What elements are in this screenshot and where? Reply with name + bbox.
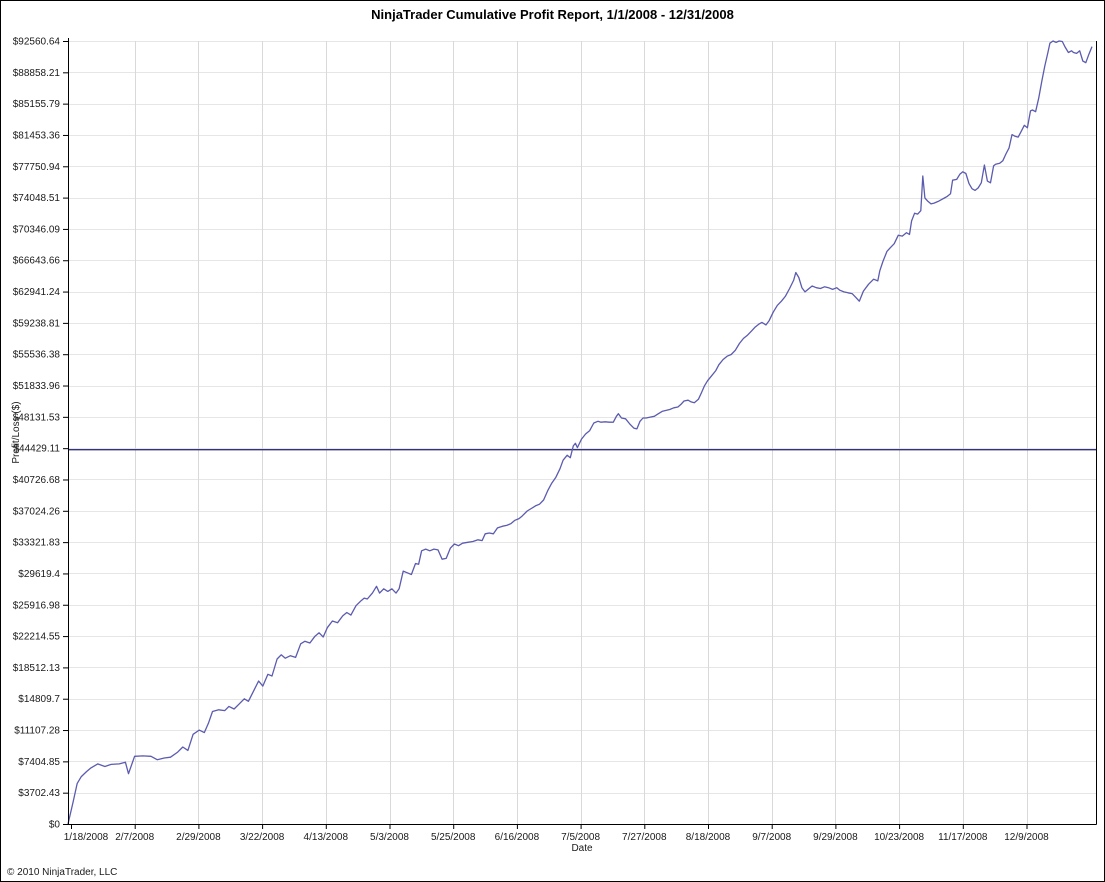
svg-text:$29619.4: $29619.4 bbox=[18, 569, 60, 580]
svg-text:11/17/2008: 11/17/2008 bbox=[938, 832, 988, 843]
chart-title: NinjaTrader Cumulative Profit Report, 1/… bbox=[371, 7, 734, 22]
svg-text:$25916.98: $25916.98 bbox=[13, 600, 61, 611]
svg-text:7/5/2008: 7/5/2008 bbox=[561, 832, 600, 843]
svg-text:$3702.43: $3702.43 bbox=[18, 788, 60, 799]
svg-text:2/7/2008: 2/7/2008 bbox=[115, 832, 154, 843]
svg-text:$70346.09: $70346.09 bbox=[13, 224, 61, 235]
svg-text:10/23/2008: 10/23/2008 bbox=[874, 832, 924, 843]
vertical-gridlines bbox=[135, 41, 1028, 824]
svg-text:$74048.51: $74048.51 bbox=[13, 193, 61, 204]
svg-text:$62941.24: $62941.24 bbox=[13, 287, 61, 298]
svg-text:$37024.26: $37024.26 bbox=[13, 506, 61, 517]
axes bbox=[68, 38, 1097, 825]
svg-text:9/29/2008: 9/29/2008 bbox=[813, 832, 858, 843]
svg-text:9/7/2008: 9/7/2008 bbox=[752, 832, 791, 843]
svg-text:$22214.55: $22214.55 bbox=[13, 632, 61, 643]
svg-text:$14809.7: $14809.7 bbox=[18, 694, 60, 705]
copyright-text: © 2010 NinjaTrader, LLC bbox=[7, 867, 118, 878]
svg-text:$48131.53: $48131.53 bbox=[13, 412, 61, 423]
svg-text:5/25/2008: 5/25/2008 bbox=[431, 832, 476, 843]
svg-text:$11107.28: $11107.28 bbox=[14, 726, 60, 737]
svg-text:$66643.66: $66643.66 bbox=[13, 256, 61, 267]
svg-text:$33321.83: $33321.83 bbox=[13, 538, 61, 549]
x-tick-labels: 1/18/2008 2/7/2008 2/29/2008 3/22/2008 4/13/… bbox=[64, 824, 1049, 843]
svg-text:$44429.11: $44429.11 bbox=[13, 444, 60, 455]
svg-text:$7404.85: $7404.85 bbox=[18, 757, 60, 768]
svg-text:$55536.38: $55536.38 bbox=[13, 350, 61, 361]
cumulative-profit-line bbox=[67, 40, 1093, 825]
svg-text:5/3/2008: 5/3/2008 bbox=[370, 832, 409, 843]
svg-text:12/9/2008: 12/9/2008 bbox=[1004, 832, 1049, 843]
svg-text:$92560.64: $92560.64 bbox=[13, 37, 61, 48]
svg-text:$59238.81: $59238.81 bbox=[13, 318, 61, 329]
svg-text:4/13/2008: 4/13/2008 bbox=[304, 832, 349, 843]
svg-text:$0: $0 bbox=[49, 820, 61, 831]
svg-text:$77750.94: $77750.94 bbox=[13, 162, 61, 173]
svg-text:$88858.21: $88858.21 bbox=[13, 68, 61, 79]
svg-text:3/22/2008: 3/22/2008 bbox=[240, 832, 285, 843]
svg-text:$51833.96: $51833.96 bbox=[13, 381, 61, 392]
svg-text:$40726.68: $40726.68 bbox=[13, 475, 61, 486]
svg-text:8/18/2008: 8/18/2008 bbox=[686, 832, 731, 843]
x-axis-title: Date bbox=[571, 843, 593, 854]
y-axis-title: Profit/Loss ($) bbox=[11, 401, 22, 463]
svg-text:6/16/2008: 6/16/2008 bbox=[495, 832, 540, 843]
svg-text:2/29/2008: 2/29/2008 bbox=[176, 832, 221, 843]
svg-text:$81453.36: $81453.36 bbox=[13, 130, 61, 141]
svg-text:7/27/2008: 7/27/2008 bbox=[622, 832, 667, 843]
svg-text:$85155.79: $85155.79 bbox=[13, 99, 61, 110]
svg-text:1/18/2008: 1/18/2008 bbox=[64, 832, 109, 843]
svg-text:$18512.13: $18512.13 bbox=[13, 663, 61, 674]
y-tick-labels: $92560.64 $88858.21 $85155.79 $81453.36 $777… bbox=[13, 37, 68, 831]
